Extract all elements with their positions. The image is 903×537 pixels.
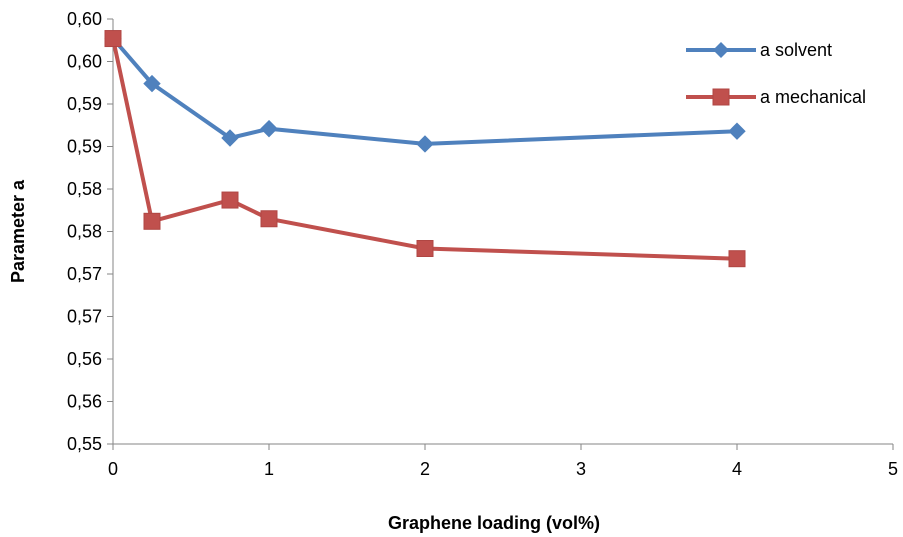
x-tick-label: 5 bbox=[888, 459, 898, 479]
y-tick-label: 0,56 bbox=[67, 392, 102, 412]
data-point-square bbox=[260, 210, 278, 228]
legend-marker-diamond bbox=[713, 42, 729, 58]
x-tick-label: 3 bbox=[576, 459, 586, 479]
y-axis-title: Parameter a bbox=[8, 179, 28, 283]
data-point-diamond bbox=[221, 129, 239, 147]
y-tick-label: 0,59 bbox=[67, 94, 102, 114]
y-tick-label: 0,57 bbox=[67, 264, 102, 284]
legend: a solvent a mechanical bbox=[686, 40, 866, 107]
y-axis-ticks: 0,55 0,56 0,56 0,57 0,57 0,58 0,58 0,59 0,59 0,60… bbox=[67, 9, 113, 454]
series-line bbox=[111, 38, 738, 261]
data-point-square bbox=[221, 191, 239, 209]
legend-label: a solvent bbox=[760, 40, 832, 60]
x-axis-title: Graphene loading (vol%) bbox=[388, 513, 600, 533]
data-point-diamond bbox=[260, 119, 278, 138]
legend-marker-square bbox=[712, 88, 730, 106]
data-point-square bbox=[143, 212, 161, 230]
series-line bbox=[111, 37, 738, 146]
y-tick-label: 0,60 bbox=[67, 52, 102, 72]
y-tick-label: 0,58 bbox=[67, 222, 102, 242]
data-point-diamond bbox=[143, 74, 161, 93]
data-point-diamond bbox=[416, 135, 434, 153]
x-tick-label: 4 bbox=[732, 459, 742, 479]
data-point-square bbox=[728, 250, 746, 268]
data-point-diamond bbox=[728, 122, 746, 140]
x-tick-label: 0 bbox=[108, 459, 118, 479]
x-tick-label: 1 bbox=[264, 459, 274, 479]
y-tick-label: 0,57 bbox=[67, 307, 102, 327]
legend-label: a mechanical bbox=[760, 87, 866, 107]
y-tick-label: 0,58 bbox=[67, 179, 102, 199]
data-point-square bbox=[104, 30, 122, 48]
x-tick-label: 2 bbox=[420, 459, 430, 479]
y-tick-label: 0,60 bbox=[67, 9, 102, 29]
x-axis-ticks: 0 1 2 3 4 5 bbox=[108, 444, 898, 479]
data-point-square bbox=[416, 240, 434, 257]
y-tick-label: 0,56 bbox=[67, 349, 102, 369]
series-layer bbox=[104, 29, 746, 268]
y-tick-label: 0,55 bbox=[67, 434, 102, 454]
y-tick-label: 0,59 bbox=[67, 137, 102, 157]
